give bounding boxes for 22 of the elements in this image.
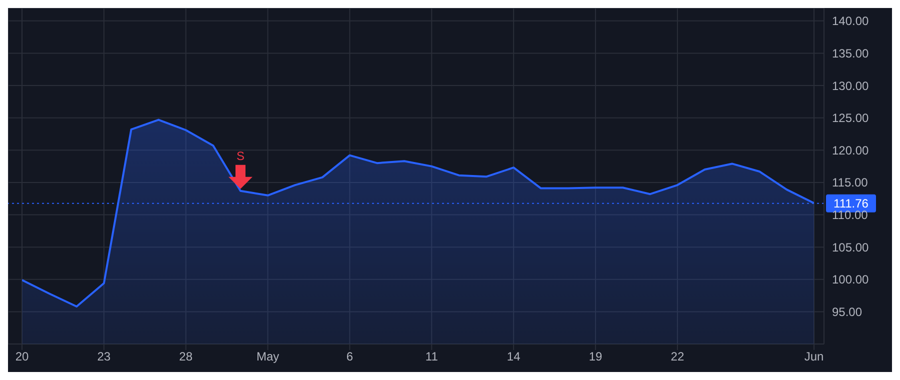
x-tick-label: 6 — [346, 350, 354, 364]
y-tick-label: 115.00 — [832, 176, 868, 190]
y-tick-label: 110.00 — [832, 208, 868, 222]
x-tick-label: 14 — [506, 350, 521, 364]
y-tick-label: 95.00 — [832, 304, 862, 319]
y-tick-label: 130.00 — [832, 78, 870, 93]
x-tick-label: 19 — [588, 350, 603, 364]
annotation: S — [236, 148, 244, 163]
x-tick-label: 22 — [670, 350, 684, 364]
x-tick-label: May — [256, 350, 280, 364]
y-tick-label: 100.00 — [832, 272, 870, 287]
ref-line-label: 111.76 — [834, 196, 869, 210]
x-tick-label: 23 — [97, 350, 111, 364]
y-tick-label: 120.00 — [832, 143, 870, 158]
y-tick-label: 135.00 — [832, 46, 870, 60]
x-tick-label: 20 — [15, 350, 29, 364]
y-tick-label: 140.00 — [832, 14, 870, 28]
x-tick-label: Jun — [804, 350, 824, 364]
x-tick-label: 28 — [179, 350, 193, 364]
y-tick-label: 105.00 — [832, 240, 870, 254]
x-tick-label: 11 — [425, 350, 438, 364]
y-tick-label: 125.00 — [832, 111, 870, 126]
